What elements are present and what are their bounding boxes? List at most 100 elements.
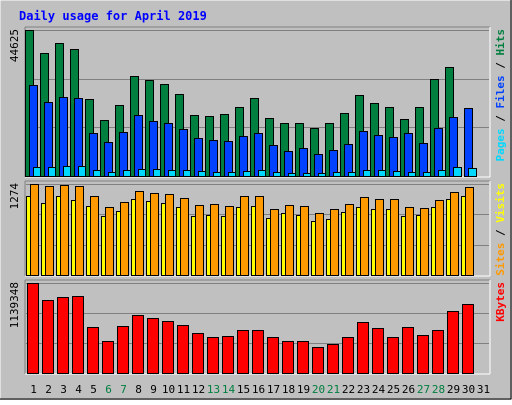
- x-tick-label: 4: [75, 383, 82, 396]
- bar-sites-day-20: [315, 213, 324, 276]
- bar-files-day-1: [29, 85, 38, 177]
- x-tick-label: 3: [60, 383, 67, 396]
- bar-kbytes-day-12: [192, 333, 204, 374]
- bar-kbytes-day-24: [372, 328, 384, 374]
- bar-kbytes-day-28: [432, 330, 444, 374]
- bar-kbytes-day-14: [222, 336, 234, 374]
- bar-kbytes-day-2: [42, 300, 54, 374]
- x-tick-label: 13: [207, 383, 220, 396]
- bar-files-day-6: [104, 142, 113, 177]
- bar-kbytes-day-13: [207, 337, 219, 374]
- bar-files-day-11: [179, 129, 188, 177]
- bar-kbytes-day-9: [147, 318, 159, 374]
- series-axis-label: Pages / Files / Hits: [494, 29, 507, 162]
- x-tick-label: 30: [462, 383, 475, 396]
- bar-kbytes-day-26: [402, 327, 414, 374]
- x-tick-label: 25: [387, 383, 400, 396]
- series-label-separator: /: [494, 223, 507, 243]
- x-tick-label: 15: [237, 383, 250, 396]
- panel-visits-sites: 1274 Sites / Visits: [8, 180, 507, 277]
- bar-sites-day-3: [60, 185, 69, 276]
- bar-pages-day-29: [453, 167, 462, 177]
- bar-sites-day-30: [465, 187, 474, 276]
- series-label-files: Files: [494, 75, 507, 108]
- bar-sites-day-25: [390, 199, 399, 276]
- series-label-separator: /: [494, 56, 507, 76]
- bar-files-day-27: [419, 143, 428, 177]
- series-axis-label: Sites / Visits: [494, 183, 507, 276]
- bar-sites-day-18: [285, 205, 294, 276]
- x-tick-label: 2: [45, 383, 52, 396]
- bar-files-day-19: [299, 148, 308, 177]
- bar-sites-day-1: [30, 184, 39, 276]
- bar-sites-day-11: [180, 198, 189, 276]
- bar-files-day-10: [164, 123, 173, 177]
- bar-kbytes-day-15: [237, 330, 249, 374]
- y-axis-max-label: 44625: [8, 29, 21, 62]
- x-tick-label: 19: [297, 383, 310, 396]
- series-label-separator: /: [494, 109, 507, 129]
- series-label-hits: Hits: [494, 29, 507, 56]
- bar-files-day-25: [389, 137, 398, 177]
- bar-kbytes-day-20: [312, 347, 324, 374]
- bar-files-day-17: [269, 145, 278, 177]
- x-tick-label: 23: [357, 383, 370, 396]
- bar-sites-day-10: [165, 194, 174, 276]
- x-axis-day-labels: 1 2 3 4 5 6 7 8 9 10 11 12 13 14 15 16 17 18 19 20 21 22 23 24 2…: [30, 383, 490, 396]
- bar-sites-day-29: [450, 192, 459, 276]
- x-tick-label: 24: [372, 383, 386, 396]
- bar-sites-day-14: [225, 206, 234, 276]
- bar-sites-day-5: [90, 196, 99, 276]
- panel-kbytes: 1139348 KBytes: [8, 279, 507, 375]
- bar-sites-day-2: [45, 186, 54, 276]
- bar-files-day-23: [359, 131, 368, 177]
- bar-files-day-2: [44, 102, 53, 177]
- bar-kbytes-day-23: [357, 322, 369, 374]
- x-tick-label: 12: [192, 383, 205, 396]
- x-tick-label: 22: [342, 383, 355, 396]
- bar-kbytes-day-21: [327, 344, 339, 374]
- y-axis-max-label: 1139348: [8, 282, 21, 328]
- x-tick-label: 18: [282, 383, 295, 396]
- panel-hits-files-pages: 44625 Pages / Files / Hits: [8, 26, 507, 178]
- bar-sites-day-7: [120, 202, 129, 276]
- bar-files-day-3: [59, 97, 68, 177]
- bar-files-day-18: [284, 151, 293, 177]
- bar-kbytes-day-18: [282, 341, 294, 374]
- bar-sites-day-4: [75, 186, 84, 276]
- bar-kbytes-day-22: [342, 337, 354, 374]
- x-tick-label: 26: [402, 383, 415, 396]
- bar-kbytes-day-17: [267, 337, 279, 374]
- bar-files-day-4: [74, 98, 83, 177]
- x-tick-label: 6: [105, 383, 112, 396]
- bar-kbytes-day-6: [102, 341, 114, 374]
- bar-files-day-30: [464, 108, 473, 177]
- bar-sites-day-17: [270, 209, 279, 276]
- x-tick-label: 8: [135, 383, 142, 396]
- x-tick-label: 10: [162, 383, 175, 396]
- bar-sites-day-24: [375, 199, 384, 276]
- bar-kbytes-day-25: [387, 337, 399, 374]
- series-label-pages: Pages: [494, 128, 507, 161]
- bar-sites-day-9: [150, 193, 159, 276]
- bar-sites-day-19: [300, 206, 309, 276]
- bar-kbytes-day-29: [447, 311, 459, 374]
- x-tick-label: 5: [90, 383, 97, 396]
- x-tick-label: 27: [417, 383, 430, 396]
- bar-kbytes-day-8: [132, 315, 144, 374]
- bar-files-day-13: [209, 140, 218, 177]
- bar-kbytes-day-4: [72, 296, 84, 374]
- bar-sites-day-15: [240, 196, 249, 276]
- bar-sites-day-6: [105, 207, 114, 276]
- bar-pages-day-30: [468, 168, 477, 177]
- x-tick-label: 7: [120, 383, 127, 396]
- bar-sites-day-27: [420, 208, 429, 276]
- chart-panels: 44625 Pages / Files / Hits 1274 Sites / Vis…: [8, 26, 507, 375]
- x-tick-label: 9: [150, 383, 157, 396]
- bar-sites-day-26: [405, 207, 414, 276]
- bar-kbytes-day-19: [297, 341, 309, 374]
- bar-files-day-15: [239, 136, 248, 177]
- bar-files-day-9: [149, 121, 158, 177]
